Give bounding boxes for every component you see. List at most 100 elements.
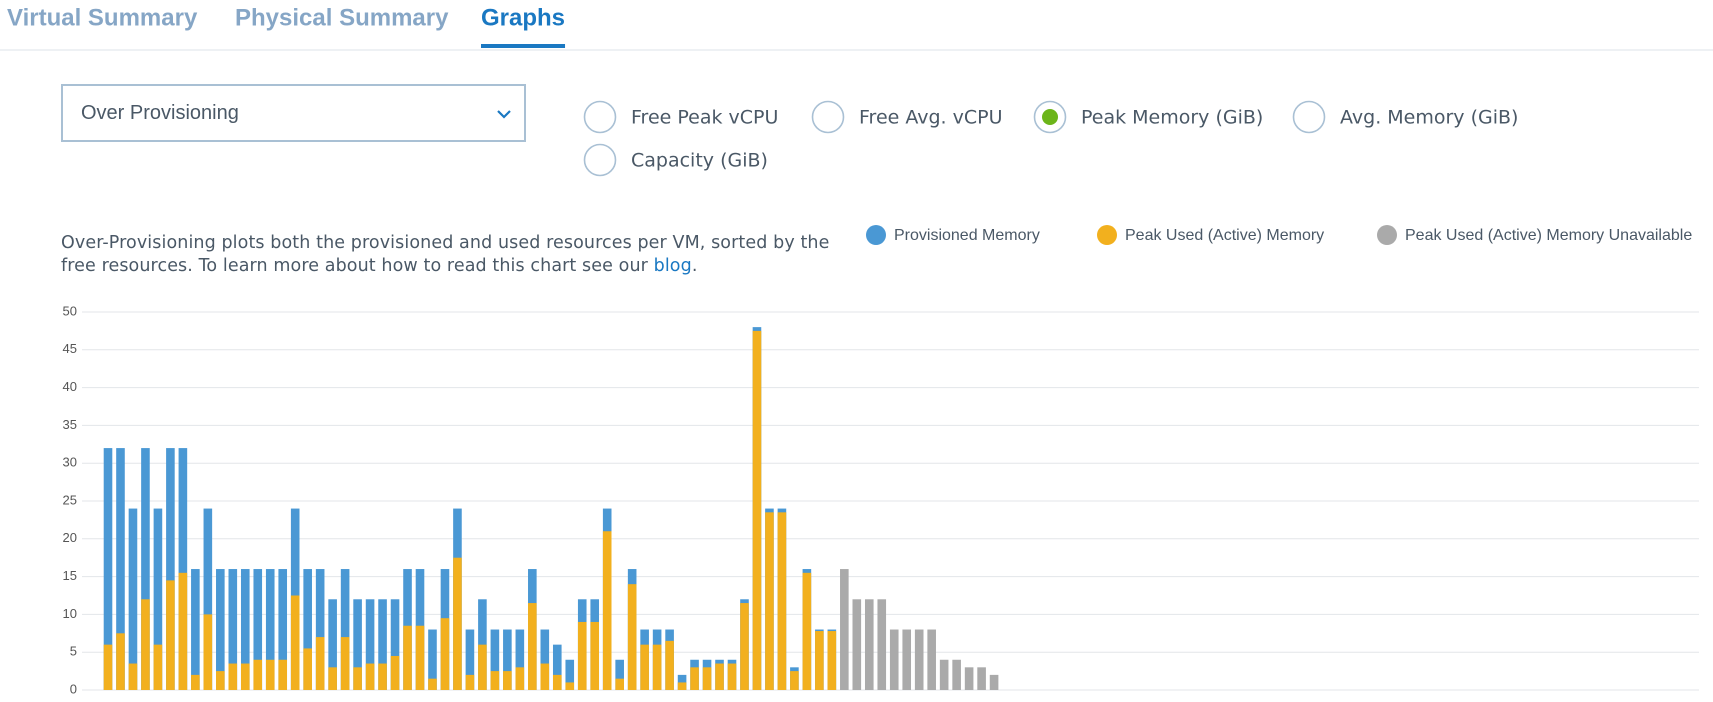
radio[interactable]: [583, 100, 617, 134]
bar: [328, 599, 337, 690]
bar: [378, 599, 387, 690]
bar: [178, 572, 188, 690]
radio-label[interactable]: Capacity (GiB): [631, 150, 768, 172]
bar: [240, 663, 250, 690]
bar: [652, 644, 662, 690]
description-text: Over-Provisioning plots both the provisi…: [61, 233, 830, 276]
legend-swatch: [1377, 225, 1397, 245]
bar: [191, 569, 200, 690]
bar: [303, 569, 312, 690]
bar: [627, 584, 637, 690]
bar: [765, 512, 774, 690]
bar: [166, 580, 175, 690]
bar: [540, 663, 550, 690]
bar: [328, 667, 337, 690]
bar: [790, 671, 799, 690]
bar: [141, 448, 150, 690]
tab[interactable]: Graphs: [481, 4, 565, 31]
bar: [216, 671, 225, 690]
bar: [777, 512, 787, 690]
legend-label: Peak Used (Active) Memory: [1125, 227, 1324, 244]
bar: [203, 508, 213, 690]
bar: [602, 531, 612, 690]
bar: [665, 640, 674, 690]
legend-swatch: [866, 225, 886, 245]
legend-label: Peak Used (Active) Memory Unavailable: [1405, 227, 1692, 244]
bar: [540, 629, 550, 690]
bar: [116, 633, 125, 690]
tab[interactable]: Physical Summary: [235, 4, 449, 31]
bar: [690, 667, 699, 690]
bar: [752, 330, 762, 690]
y-tick-label: 30: [63, 455, 77, 470]
bar: [740, 603, 749, 690]
bar: [428, 678, 437, 690]
blog-link[interactable]: blog: [653, 256, 692, 276]
y-tick-label: 0: [70, 681, 77, 696]
tab[interactable]: Virtual Summary: [7, 4, 198, 31]
bar: [153, 644, 163, 690]
bar: [365, 599, 375, 690]
y-tick-label: 45: [63, 341, 77, 356]
bar: [153, 508, 163, 690]
bar: [727, 663, 737, 690]
bar: [590, 621, 600, 690]
bar: [253, 569, 263, 690]
bar: [615, 678, 624, 690]
radio-label[interactable]: Avg. Memory (GiB): [1340, 107, 1518, 129]
bar: [166, 448, 175, 690]
bar: [702, 667, 712, 690]
radio[interactable]: [811, 100, 845, 134]
bar: [290, 595, 300, 690]
bar: [278, 569, 288, 690]
bar: [178, 448, 188, 690]
bar: [465, 629, 475, 690]
radio-dot: [1042, 109, 1058, 125]
bar: [939, 659, 949, 690]
bar: [340, 569, 350, 690]
bar: [353, 599, 362, 690]
bar: [478, 644, 487, 690]
bar: [415, 625, 425, 690]
y-tick-label: 5: [70, 644, 77, 659]
bar: [128, 663, 138, 690]
bar: [877, 599, 887, 690]
bar: [378, 663, 387, 690]
bar: [390, 655, 400, 690]
chart-select[interactable]: Over Provisioning: [61, 84, 526, 142]
bar: [403, 625, 412, 690]
radio-label[interactable]: Free Avg. vCPU: [859, 107, 1003, 129]
bar: [615, 659, 624, 690]
bar: [552, 674, 562, 690]
bar: [827, 631, 837, 690]
bar: [503, 629, 512, 690]
bar: [503, 671, 512, 690]
bar: [303, 648, 312, 690]
bar: [864, 599, 874, 690]
bar: [353, 667, 362, 690]
bar: [515, 667, 525, 690]
bar: [228, 663, 238, 690]
bar: [989, 674, 999, 690]
bar: [315, 637, 325, 690]
chevron: [497, 110, 511, 119]
bar: [340, 637, 350, 690]
bar: [365, 663, 375, 690]
y-tick-label: 10: [63, 606, 77, 621]
radio[interactable]: [583, 143, 617, 177]
bar: [428, 629, 437, 690]
description-end: .: [691, 256, 698, 276]
bar: [453, 557, 462, 690]
radio-label[interactable]: Peak Memory (GiB): [1081, 107, 1263, 129]
radio-label[interactable]: Free Peak vCPU: [631, 107, 778, 129]
radio[interactable]: [1292, 100, 1326, 134]
bar: [914, 629, 924, 690]
bar: [640, 644, 649, 690]
tab-underline: [481, 44, 566, 48]
bar: [565, 682, 575, 690]
bar: [964, 667, 974, 690]
bar: [490, 629, 500, 690]
bar: [253, 659, 263, 690]
bar: [902, 629, 912, 690]
